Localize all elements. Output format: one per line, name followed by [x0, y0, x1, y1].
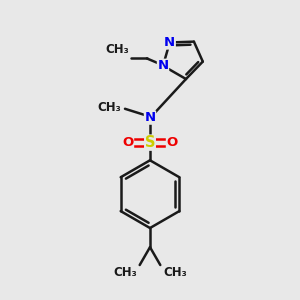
Text: S: S — [145, 135, 155, 150]
Text: O: O — [122, 136, 134, 149]
Text: CH₃: CH₃ — [163, 266, 187, 280]
Text: O: O — [167, 136, 178, 149]
Text: CH₃: CH₃ — [113, 266, 137, 280]
Text: N: N — [158, 59, 169, 72]
Text: CH₃: CH₃ — [98, 101, 121, 114]
Text: N: N — [164, 36, 175, 49]
Text: N: N — [144, 111, 156, 124]
Text: CH₃: CH₃ — [105, 43, 129, 56]
